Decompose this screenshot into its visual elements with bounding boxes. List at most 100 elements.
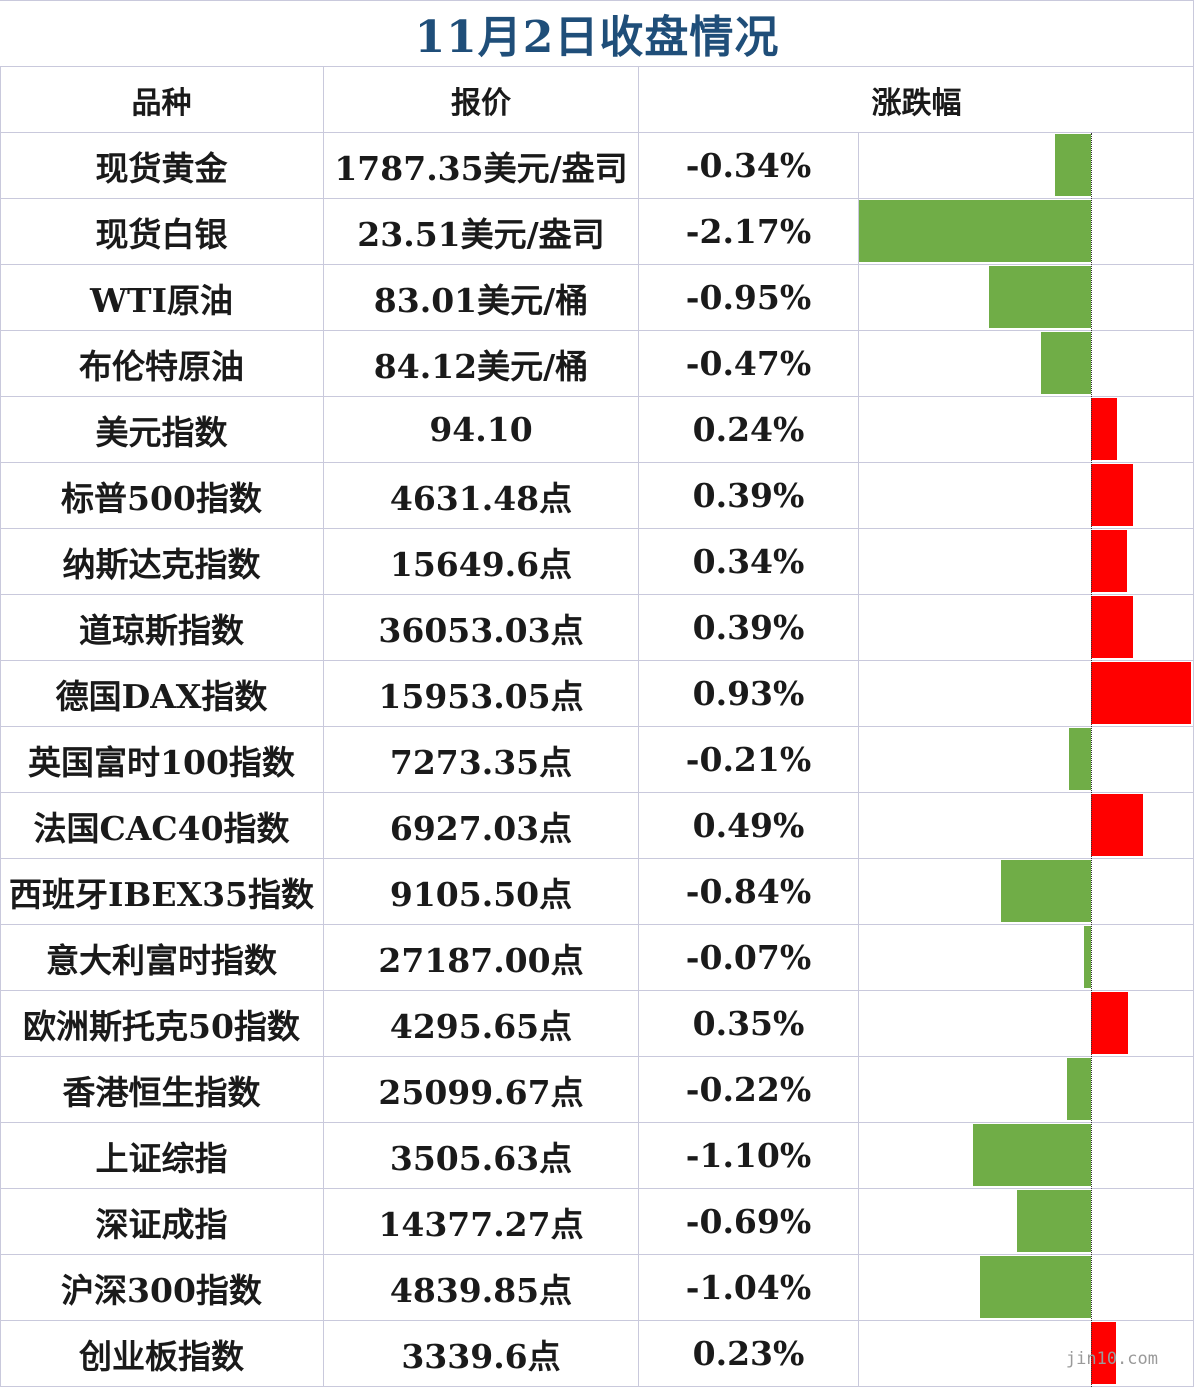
row-name: 西班牙IBEX35指数 xyxy=(8,874,314,914)
row-change-pct: -0.95% xyxy=(685,278,812,317)
row-price: 94.10 xyxy=(429,410,533,449)
grid-line-horizontal xyxy=(0,198,1194,199)
row-price: 36053.03点 xyxy=(378,610,584,650)
row-name: 深证成指 xyxy=(95,1204,228,1244)
row-change-pct: -0.34% xyxy=(685,146,812,185)
row-price: 7273.35点 xyxy=(389,742,573,782)
row-name: 法国CAC40指数 xyxy=(33,808,290,848)
grid-line-horizontal xyxy=(0,1056,1194,1057)
grid-line-horizontal xyxy=(0,1188,1194,1189)
row-change-pct: -1.10% xyxy=(685,1136,812,1175)
row-price: 14377.27点 xyxy=(378,1204,584,1244)
grid-line-horizontal xyxy=(0,594,1194,595)
bar-negative xyxy=(1068,728,1091,790)
row-name: 意大利富时指数 xyxy=(46,940,277,980)
grid-line-horizontal xyxy=(0,660,1194,661)
row-price: 1787.35美元/盎司 xyxy=(334,148,628,188)
bar-positive xyxy=(1091,794,1144,856)
row-price: 4631.48点 xyxy=(389,478,573,518)
row-change-pct: -0.22% xyxy=(685,1070,812,1109)
bar-positive xyxy=(1091,992,1129,1054)
bar-negative xyxy=(1083,926,1091,988)
row-change-pct: 0.49% xyxy=(692,806,805,845)
bar-negative xyxy=(989,266,1091,328)
bar-positive xyxy=(1091,464,1133,526)
header-quote: 报价 xyxy=(451,85,511,121)
grid-line-vertical xyxy=(638,66,639,1387)
bar-positive xyxy=(1091,662,1191,724)
grid-line-horizontal xyxy=(0,0,1194,1)
bar-negative xyxy=(1054,134,1091,196)
row-name: 沪深300指数 xyxy=(61,1270,262,1310)
row-price: 15649.6点 xyxy=(389,544,573,584)
row-change-pct: -1.04% xyxy=(685,1268,812,1307)
row-name: 英国富时100指数 xyxy=(28,742,295,782)
row-name: 创业板指数 xyxy=(79,1336,244,1376)
row-price: 27187.00点 xyxy=(378,940,584,980)
grid-line-horizontal xyxy=(0,66,1194,67)
row-price: 4839.85点 xyxy=(389,1270,573,1310)
bar-negative xyxy=(973,1124,1091,1186)
row-name: WTI原油 xyxy=(89,280,234,320)
row-price: 6927.03点 xyxy=(389,808,573,848)
row-price: 4295.65点 xyxy=(389,1006,573,1046)
row-name: 现货黄金 xyxy=(95,148,228,188)
grid-line-vertical xyxy=(323,66,324,1387)
grid-line-vertical xyxy=(858,132,859,1387)
row-price: 9105.50点 xyxy=(389,874,573,914)
bar-negative xyxy=(1067,1058,1091,1120)
bar-positive xyxy=(1091,1322,1116,1384)
row-price: 3505.63点 xyxy=(389,1138,573,1178)
row-name: 标普500指数 xyxy=(61,478,262,518)
row-change-pct: 0.93% xyxy=(692,674,805,713)
row-change-pct: -0.21% xyxy=(685,740,812,779)
bar-negative xyxy=(1017,1190,1091,1252)
row-change-pct: -0.84% xyxy=(685,872,812,911)
grid-line-horizontal xyxy=(0,132,1194,133)
row-price: 15953.05点 xyxy=(378,676,584,716)
row-price: 84.12美元/桶 xyxy=(373,346,589,386)
row-name: 道琼斯指数 xyxy=(79,610,244,650)
row-change-pct: -2.17% xyxy=(685,212,812,251)
row-name: 上证综指 xyxy=(95,1138,228,1178)
bar-negative xyxy=(1001,860,1091,922)
zero-axis-line xyxy=(1091,133,1092,1387)
row-name: 纳斯达克指数 xyxy=(62,544,261,584)
grid-line-vertical xyxy=(0,66,1,1387)
row-change-pct: 0.39% xyxy=(692,608,805,647)
row-change-pct: 0.23% xyxy=(692,1334,805,1373)
row-name: 美元指数 xyxy=(95,412,228,452)
grid-line-horizontal xyxy=(0,264,1194,265)
row-change-pct: 0.39% xyxy=(692,476,805,515)
grid-line-horizontal xyxy=(0,1254,1194,1255)
grid-line-horizontal xyxy=(0,330,1194,331)
bar-negative xyxy=(858,200,1091,262)
row-change-pct: -0.07% xyxy=(685,938,812,977)
row-price: 25099.67点 xyxy=(378,1072,584,1112)
grid-line-horizontal xyxy=(0,990,1194,991)
page-title: 11月2日收盘情况 xyxy=(414,12,780,63)
grid-line-horizontal xyxy=(0,858,1194,859)
row-price: 3339.6点 xyxy=(401,1336,561,1376)
row-name: 德国DAX指数 xyxy=(55,676,268,716)
row-price: 83.01美元/桶 xyxy=(373,280,589,320)
row-name: 布伦特原油 xyxy=(79,346,244,386)
row-name: 现货白银 xyxy=(95,214,228,254)
row-change-pct: 0.34% xyxy=(692,542,805,581)
grid-line-horizontal xyxy=(0,396,1194,397)
grid-line-horizontal xyxy=(0,726,1194,727)
grid-line-horizontal xyxy=(0,528,1194,529)
bar-positive xyxy=(1091,398,1117,460)
row-name: 香港恒生指数 xyxy=(62,1072,261,1112)
row-change-pct: 0.35% xyxy=(692,1004,805,1043)
row-change-pct: 0.24% xyxy=(692,410,805,449)
grid-line-horizontal xyxy=(0,792,1194,793)
bar-positive xyxy=(1091,596,1133,658)
row-name: 欧洲斯托克50指数 xyxy=(23,1006,300,1046)
grid-line-horizontal xyxy=(0,462,1194,463)
watermark-text: jin10.com xyxy=(1065,1349,1158,1369)
bar-negative xyxy=(1040,332,1091,394)
grid-line-horizontal xyxy=(0,924,1194,925)
header-change: 涨跌幅 xyxy=(871,85,962,121)
